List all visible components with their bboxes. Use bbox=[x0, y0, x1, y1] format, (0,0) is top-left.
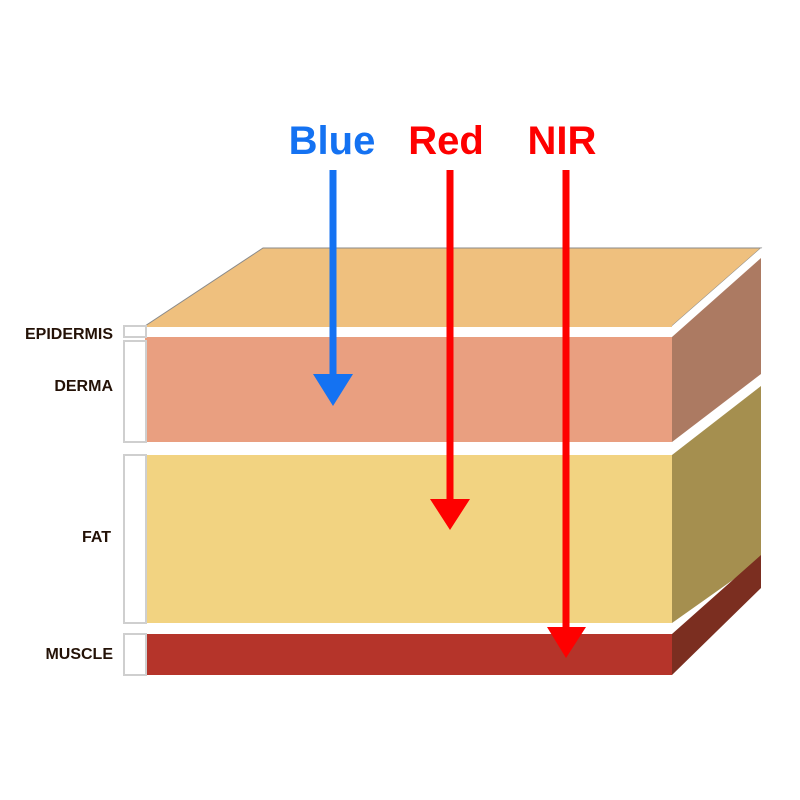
svg-text:EPIDERMIS: EPIDERMIS bbox=[25, 326, 113, 343]
svg-text:NIR: NIR bbox=[528, 119, 597, 163]
svg-text:MUSCLE: MUSCLE bbox=[45, 646, 113, 663]
svg-text:FAT: FAT bbox=[82, 529, 111, 546]
svg-text:DERMA: DERMA bbox=[54, 378, 113, 395]
svg-text:Blue: Blue bbox=[289, 119, 376, 163]
svg-text:Red: Red bbox=[408, 119, 484, 163]
